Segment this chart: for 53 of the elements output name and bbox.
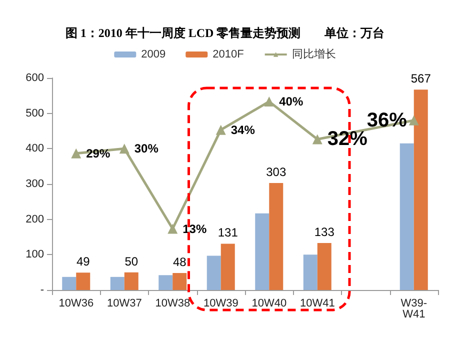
bar (158, 275, 173, 290)
data-label: 40% (279, 94, 304, 109)
bar (303, 254, 318, 290)
data-label: 303 (266, 164, 286, 179)
bar (255, 213, 270, 290)
legend-label: 同比增长 (292, 48, 336, 60)
bar (76, 272, 90, 290)
bar (110, 276, 124, 290)
data-label: 567 (410, 72, 432, 86)
data-label: 30% (134, 142, 159, 156)
y-tick-label: 500 (26, 107, 44, 120)
x-tick-label: 10W36 (58, 298, 94, 310)
point (119, 144, 130, 154)
x-tick-label: 10W41 (300, 298, 335, 310)
y-tick-label: 300 (26, 178, 44, 190)
legend-label: 2010F (212, 48, 244, 60)
data-label: 29% (86, 146, 110, 160)
data-label: 48 (172, 255, 187, 270)
x-tick-label: W39-W41 (400, 298, 428, 320)
point (71, 148, 82, 158)
data-label: 34% (230, 122, 256, 137)
data-label: 32% (327, 128, 368, 150)
bar (62, 276, 76, 290)
legend-label: 2009 (141, 48, 166, 60)
x-tick-label: 10W40 (252, 298, 287, 310)
bar (172, 273, 187, 290)
bar (206, 256, 221, 290)
bar (269, 182, 284, 290)
x-tick-label: 10W37 (106, 298, 142, 310)
point (264, 96, 274, 107)
chart-title: 图 1：2010 年十一周度 LCD 零售量走势预测 单位：万台 (65, 26, 385, 40)
x-tick-label: 10W38 (155, 298, 190, 310)
y-tick-label: - (40, 284, 44, 296)
data-label: 50 (124, 254, 138, 268)
bar (400, 143, 414, 290)
y-tick-label: 200 (26, 213, 44, 226)
bar (317, 243, 332, 290)
point (408, 115, 419, 126)
y-tick-label: 100 (26, 248, 44, 261)
y-tick-label: 600 (26, 72, 44, 84)
point (216, 124, 226, 135)
bar (124, 272, 138, 290)
x-tick-label: 10W39 (203, 298, 238, 310)
point (312, 134, 322, 144)
data-label: 13% (182, 222, 207, 236)
bar (220, 244, 235, 290)
data-label: 36% (366, 109, 408, 132)
data-label: 131 (218, 226, 238, 240)
bar (414, 90, 428, 290)
data-label: 49 (76, 254, 90, 269)
data-label: 133 (314, 225, 335, 240)
point (168, 224, 178, 234)
y-tick-label: 400 (26, 142, 44, 155)
